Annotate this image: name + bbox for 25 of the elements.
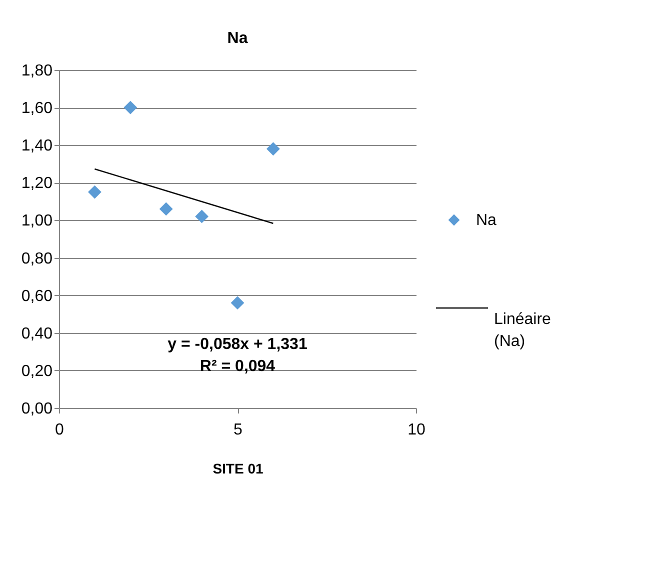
x-tick-label: 0 [55,422,64,438]
text: Linéaire (Na) [494,311,552,350]
point [88,185,102,199]
point [159,202,173,216]
y-tick-label: 1,00 [21,212,53,230]
point [124,100,138,114]
y-tick-label: 1,60 [21,100,53,118]
y-tick-label: 0,20 [21,362,53,380]
x-tick-label: 5 [234,422,243,438]
y-tick-label: 1,80 [21,62,53,80]
annotation: R² = 0,094 [200,358,276,375]
x-axis-title: SITE 01 [212,460,264,476]
point [266,142,280,156]
point [230,296,244,310]
legend-label: Na [476,212,497,229]
y-tick-label: 0,00 [21,400,53,418]
y-tick-label: 0,40 [21,325,53,342]
y-tick-label: 0,80 [21,250,53,268]
y-tick-label: 1,20 [21,175,53,192]
x-tick-label: 10 [408,422,426,438]
annotation: y = -0,058x + 1,331 [168,336,308,353]
y-tick-label: 1,40 [21,138,53,155]
chart-title: Na [227,30,248,47]
point [195,210,209,224]
y-tick-label: 0,60 [21,288,53,305]
